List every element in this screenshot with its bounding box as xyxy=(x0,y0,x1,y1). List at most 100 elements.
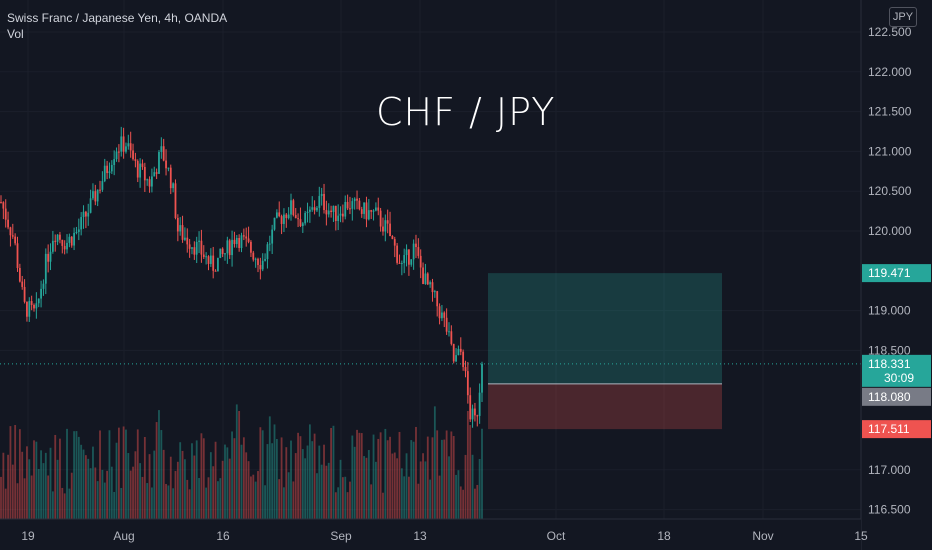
candle-body xyxy=(325,210,328,215)
candle-body xyxy=(35,303,38,309)
candle-body xyxy=(228,240,231,256)
candle-body xyxy=(433,291,436,293)
candle-body xyxy=(283,214,285,224)
volume-bar xyxy=(66,428,68,519)
volume-bar xyxy=(318,445,321,519)
legend-header: Swiss Franc / Japanese Yen, 4h, OANDA Vo… xyxy=(7,10,227,42)
candle-body xyxy=(240,235,243,249)
volume-bar xyxy=(306,445,309,519)
candle-body xyxy=(301,223,304,227)
candle-body xyxy=(275,212,278,218)
volume-bar xyxy=(287,472,290,519)
candle-body xyxy=(346,201,349,209)
candle-body xyxy=(370,210,373,212)
candle-body xyxy=(410,259,413,265)
candle-body xyxy=(207,256,210,264)
volume-bar xyxy=(82,449,85,519)
candle-body xyxy=(365,202,368,220)
volume-bar xyxy=(165,483,167,519)
volume-bar xyxy=(37,468,40,519)
candle-body xyxy=(445,317,448,332)
volume-bar xyxy=(245,452,248,519)
candle-body xyxy=(349,208,351,210)
symbol-line[interactable]: Swiss Franc / Japanese Yen, 4h, OANDA xyxy=(7,11,228,25)
candle-body xyxy=(363,202,366,214)
volume-bar xyxy=(441,439,443,519)
candle-body xyxy=(377,207,380,211)
candle-body xyxy=(280,216,283,224)
candle-body xyxy=(84,211,87,217)
volume-bar xyxy=(415,426,417,519)
volume-bar xyxy=(268,416,271,519)
volume-bar xyxy=(471,454,474,519)
volume-bar xyxy=(356,429,358,519)
volume-bar xyxy=(426,436,429,519)
volume-bar xyxy=(226,447,229,519)
volume-bar xyxy=(193,455,196,519)
candle-body xyxy=(384,220,387,232)
volume-bar xyxy=(21,451,24,519)
volume-bar xyxy=(89,468,92,519)
volume-bar xyxy=(382,492,384,519)
volume-bar xyxy=(148,454,151,519)
candle-body xyxy=(122,136,125,152)
stop-price-tag xyxy=(862,420,931,439)
x-tick-label: 16 xyxy=(216,529,230,543)
volume-bar xyxy=(313,433,316,519)
volume-bar xyxy=(134,451,137,519)
candle-body xyxy=(106,165,109,174)
candle-body xyxy=(77,229,80,232)
volume-bar xyxy=(26,446,28,519)
currency-button[interactable]: JPY xyxy=(889,7,917,27)
candle-body xyxy=(16,243,19,268)
volume-bar xyxy=(155,422,158,519)
candle-body xyxy=(367,210,370,220)
stop-price-label: 117.511 xyxy=(868,422,910,436)
y-tick-label: 122.000 xyxy=(868,65,912,79)
candle-body xyxy=(337,215,340,222)
volume-bar xyxy=(365,457,368,519)
candle-body xyxy=(422,267,424,285)
candle-body xyxy=(261,260,264,270)
candle-body xyxy=(417,247,420,256)
volume-bar xyxy=(292,481,295,519)
candle-body xyxy=(379,210,382,227)
candle-body xyxy=(426,273,429,285)
candle-body xyxy=(184,237,186,240)
volume-bar xyxy=(257,471,259,519)
volume-bar xyxy=(334,492,337,519)
volume-bar xyxy=(358,432,361,519)
volume-bar xyxy=(429,479,432,519)
candle-body xyxy=(290,200,292,215)
candle-body xyxy=(49,251,52,262)
candle-body xyxy=(292,200,295,216)
profit-zone xyxy=(488,273,722,384)
candle-body xyxy=(44,253,47,284)
candle-body xyxy=(40,288,42,299)
vol-label[interactable]: Vol xyxy=(7,27,24,41)
volume-bar xyxy=(457,470,460,519)
countdown-label: 30:09 xyxy=(884,371,914,385)
candle-body xyxy=(217,257,219,272)
candle-body xyxy=(160,146,163,152)
volume-bar xyxy=(23,478,26,519)
candle-body xyxy=(235,237,238,245)
volume-bar xyxy=(146,483,149,519)
candle-body xyxy=(351,201,354,209)
candle-body xyxy=(466,371,469,396)
volume-bar xyxy=(143,436,146,519)
volume-bar xyxy=(61,487,64,519)
candle-body xyxy=(26,301,28,317)
candle-body xyxy=(332,205,335,213)
volume-bar xyxy=(172,488,175,519)
volume-bar xyxy=(59,438,61,519)
volume-bar xyxy=(33,440,35,519)
volume-bar xyxy=(200,433,203,519)
volume-bar xyxy=(254,481,257,519)
candle-body xyxy=(271,229,274,244)
volume-bar xyxy=(101,469,104,519)
candle-body xyxy=(30,301,33,305)
candle-body xyxy=(360,209,363,214)
x-tick-label: Oct xyxy=(547,529,566,543)
